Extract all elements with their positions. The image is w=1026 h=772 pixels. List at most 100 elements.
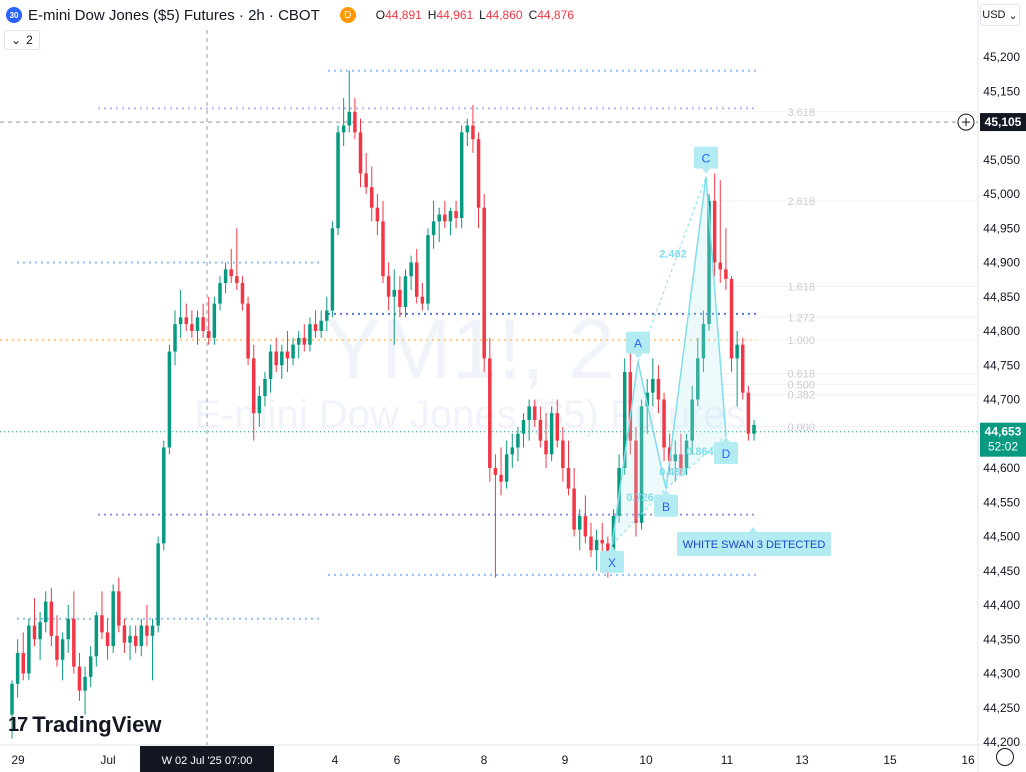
pattern-detected-label-box — [677, 532, 831, 556]
candle-body — [353, 111, 357, 133]
candle-body — [572, 488, 576, 530]
fib-level-label: 2.618 — [787, 196, 815, 208]
candle-body — [381, 221, 385, 277]
candle-body — [32, 625, 37, 640]
tradingview-logo[interactable]: 17 TradingView — [8, 712, 161, 738]
currency-selector[interactable]: USD ⌄ — [980, 4, 1020, 26]
candle-body — [285, 351, 290, 359]
pattern-point-pointer — [634, 353, 642, 359]
pattern-point-marker — [714, 442, 738, 465]
candle-body — [218, 283, 222, 304]
current-price-label: 44,653 — [985, 425, 1022, 439]
candle-body — [431, 221, 436, 236]
pattern-ratio-line — [637, 176, 707, 362]
indicators-toggle-button[interactable]: ⌄ 2 — [4, 30, 40, 50]
candle-body — [465, 125, 470, 133]
pattern-detected-pointer — [749, 527, 757, 532]
symbol-title[interactable]: E-mini Dow Jones ($5) Futures · 2h · CBO… — [28, 6, 320, 24]
fib-level-label: 1.618 — [787, 281, 815, 293]
candle-body — [488, 358, 492, 468]
candle-body — [527, 406, 531, 421]
pattern-point-pointer — [702, 168, 710, 174]
candle-body — [409, 262, 413, 277]
fib-level-label: 0.618 — [787, 368, 815, 380]
candle-body — [60, 639, 65, 660]
indicator-count: 2 — [26, 33, 33, 47]
pattern-point-label: D — [722, 447, 731, 461]
candle-body — [251, 358, 256, 414]
candle-body — [77, 666, 82, 691]
ohlc-values: O44,891 H44,961 L44,860 C44,876 — [376, 8, 574, 22]
fib-level-label: 1.272 — [787, 312, 815, 324]
pattern-point-pointer — [722, 437, 730, 443]
price-axis[interactable]: 45,20045,15045,10045,05045,00044,95044,9… — [957, 50, 1026, 749]
ohlc-high-key: H — [427, 8, 437, 22]
candle-body — [375, 207, 380, 222]
candle-body — [555, 413, 560, 441]
candle-body — [341, 125, 346, 133]
watermark-name: E-mini Dow Jones ($5) Futures — [194, 393, 745, 437]
candle-body — [55, 635, 59, 660]
price-tick-label: 44,900 — [983, 256, 1020, 270]
candle-body — [364, 173, 368, 188]
candle-body — [729, 278, 734, 359]
pattern-ratio-line — [611, 488, 667, 546]
delayed-data-badge[interactable]: D — [339, 7, 356, 23]
candle-body — [448, 211, 453, 222]
pattern-leg — [705, 176, 727, 436]
candle-body — [752, 424, 756, 434]
pattern-point-marker — [654, 494, 678, 517]
crosshair-time-label: W 02 Jul '25 07:00 — [162, 755, 253, 767]
pattern-point-label: B — [662, 500, 670, 514]
current-price-box — [980, 422, 1026, 457]
candle-body — [679, 454, 683, 468]
candle-body — [10, 683, 14, 715]
candle-body — [600, 539, 604, 544]
pattern-leg — [665, 176, 707, 489]
candle-body — [201, 317, 205, 331]
pattern-ratio-label: 0.726 — [626, 492, 654, 504]
time-tick-label: 10 — [639, 753, 653, 767]
candle-body — [223, 269, 228, 284]
pattern-triangle — [666, 176, 726, 489]
fib-levels: 3.618 2.618 1.618 1.272 1.000 0.6180.5000.382… — [720, 107, 978, 434]
time-tick-label: 13 — [795, 753, 809, 767]
candle-body — [662, 399, 666, 448]
candle-body — [296, 337, 301, 345]
price-tick-label: 44,950 — [983, 221, 1020, 235]
pattern-ratio-label: 2.402 — [659, 249, 687, 261]
candle-body — [510, 447, 515, 455]
candle-body — [645, 392, 649, 407]
candle-body — [414, 262, 419, 297]
candle-body — [229, 269, 233, 277]
candle-body — [690, 399, 694, 441]
pattern-leg — [637, 361, 667, 489]
pattern-leg — [611, 361, 639, 545]
candle-body — [746, 392, 751, 434]
candle-body — [49, 601, 54, 636]
settings-gear-icon[interactable] — [996, 748, 1014, 766]
candle-body — [673, 454, 678, 462]
candle-body — [72, 618, 76, 667]
time-tick-label: Jul — [100, 753, 115, 767]
price-tick-label: 44,450 — [983, 564, 1020, 578]
candle-body — [437, 214, 441, 222]
time-axis[interactable]: 29 Jul 4 6 8 9 10 11 13 15 16 W 02 Jul '25 07:00 — [11, 746, 975, 772]
pattern-point-pointer — [608, 545, 616, 551]
candles — [10, 70, 756, 739]
price-tick-label: 44,250 — [983, 701, 1020, 715]
candle-body — [330, 228, 335, 311]
candle-body — [336, 132, 340, 229]
candle-body — [476, 139, 481, 208]
candle-body — [122, 625, 127, 643]
candle-body — [117, 591, 121, 626]
candle-body — [493, 468, 498, 475]
candle-body — [15, 652, 20, 684]
candle-body — [66, 618, 70, 640]
price-tick-label: 44,300 — [983, 667, 1020, 681]
candle-body — [370, 187, 374, 208]
candle-body — [358, 132, 363, 174]
time-tick-label: 15 — [883, 753, 897, 767]
candle-body — [622, 372, 627, 468]
